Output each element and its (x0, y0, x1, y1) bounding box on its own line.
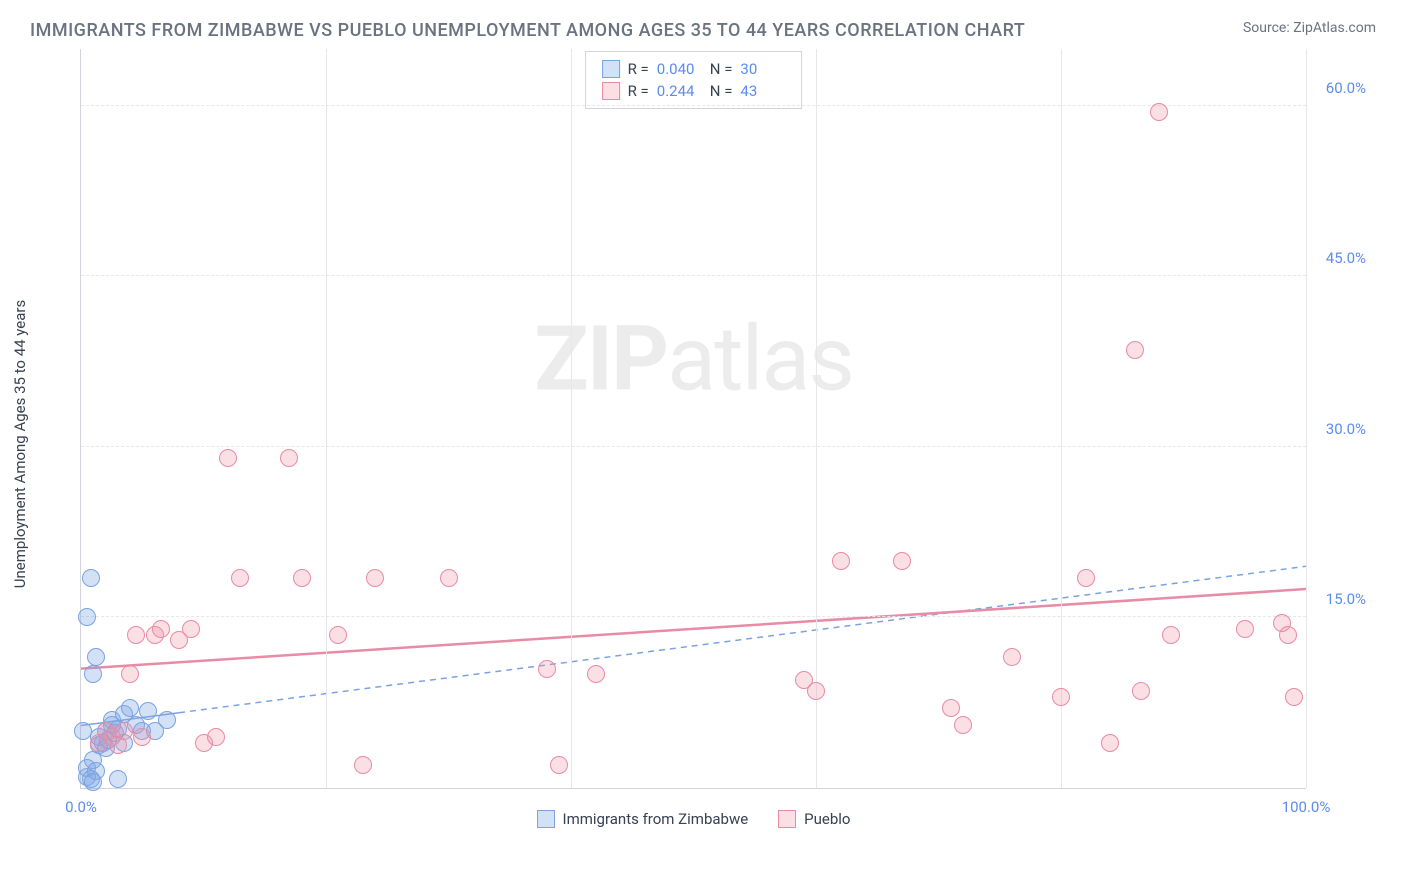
gridline-h (81, 275, 1306, 276)
data-point (1126, 341, 1144, 359)
gridline-v (816, 49, 817, 788)
legend-label-2: Pueblo (804, 810, 850, 828)
data-point (82, 569, 100, 587)
watermark-bold: ZIP (534, 307, 667, 412)
data-point (538, 660, 556, 678)
series-legend: Immigrants from Zimbabwe Pueblo (537, 810, 851, 828)
legend-item-1: Immigrants from Zimbabwe (537, 810, 749, 828)
data-point (440, 569, 458, 587)
y-tick-label: 30.0% (1326, 420, 1366, 438)
data-point (832, 552, 850, 570)
legend-r-value-2: 0.244 (657, 82, 702, 100)
data-point (115, 722, 133, 740)
data-point (329, 626, 347, 644)
chart-container: Unemployment Among Ages 35 to 44 years Z… (30, 49, 1376, 839)
data-point (366, 569, 384, 587)
y-axis-label: Unemployment Among Ages 35 to 44 years (11, 300, 29, 588)
watermark: ZIPatlas (534, 307, 853, 412)
gridline-h (81, 616, 1306, 617)
data-point (1132, 682, 1150, 700)
swatch-blue-icon (537, 810, 555, 828)
data-point (293, 569, 311, 587)
trend-lines (81, 49, 1306, 788)
plot-area: ZIPatlas R = 0.040 N = 30 R = 0.244 N = … (80, 49, 1306, 789)
legend-n-label: N = (710, 82, 733, 100)
data-point (1162, 626, 1180, 644)
legend-row-1: R = 0.040 N = 30 (602, 58, 786, 80)
data-point (207, 728, 225, 746)
data-point (121, 665, 139, 683)
data-point (587, 665, 605, 683)
data-point (1077, 569, 1095, 587)
data-point (127, 626, 145, 644)
data-point (74, 722, 92, 740)
y-tick-label: 60.0% (1326, 79, 1366, 97)
data-point (182, 620, 200, 638)
data-point (121, 699, 139, 717)
data-point (807, 682, 825, 700)
data-point (1150, 103, 1168, 121)
legend-r-value-1: 0.040 (657, 60, 702, 78)
data-point (231, 569, 249, 587)
data-point (1003, 648, 1021, 666)
legend-n-value-2: 43 (740, 82, 785, 100)
data-point (954, 716, 972, 734)
legend-label-1: Immigrants from Zimbabwe (563, 810, 749, 828)
x-tick-label: 100.0% (1282, 798, 1331, 816)
data-point (133, 728, 151, 746)
source-attribution: Source: ZipAtlas.com (1243, 20, 1376, 36)
legend-row-2: R = 0.244 N = 43 (602, 80, 786, 102)
data-point (550, 756, 568, 774)
data-point (152, 620, 170, 638)
legend-n-value-1: 30 (740, 60, 785, 78)
y-tick-label: 45.0% (1326, 249, 1366, 267)
legend-r-label: R = (628, 82, 649, 100)
data-point (1279, 626, 1297, 644)
swatch-pink-icon (778, 810, 796, 828)
data-point (109, 770, 127, 788)
swatch-pink-icon (602, 82, 620, 100)
gridline-v (1306, 49, 1307, 788)
data-point (280, 449, 298, 467)
data-point (84, 665, 102, 683)
legend-n-label: N = (710, 60, 733, 78)
gridline-h (81, 105, 1306, 106)
gridline-h (81, 446, 1306, 447)
gridline-v (326, 49, 327, 788)
data-point (893, 552, 911, 570)
data-point (87, 648, 105, 666)
data-point (1052, 688, 1070, 706)
data-point (942, 699, 960, 717)
gridline-v (1061, 49, 1062, 788)
legend-r-label: R = (628, 60, 649, 78)
data-point (139, 702, 157, 720)
chart-title: IMMIGRANTS FROM ZIMBABWE VS PUEBLO UNEMP… (30, 20, 1025, 41)
data-point (1236, 620, 1254, 638)
data-point (354, 756, 372, 774)
swatch-blue-icon (602, 60, 620, 78)
data-point (78, 608, 96, 626)
correlation-legend: R = 0.040 N = 30 R = 0.244 N = 43 (585, 51, 803, 109)
data-point (1101, 734, 1119, 752)
data-point (158, 711, 176, 729)
data-point (219, 449, 237, 467)
x-tick-label: 0.0% (65, 798, 97, 816)
data-point (1285, 688, 1303, 706)
legend-item-2: Pueblo (778, 810, 850, 828)
gridline-v (571, 49, 572, 788)
data-point (84, 773, 102, 791)
y-tick-label: 15.0% (1326, 590, 1366, 608)
watermark-light: atlas (667, 307, 853, 412)
